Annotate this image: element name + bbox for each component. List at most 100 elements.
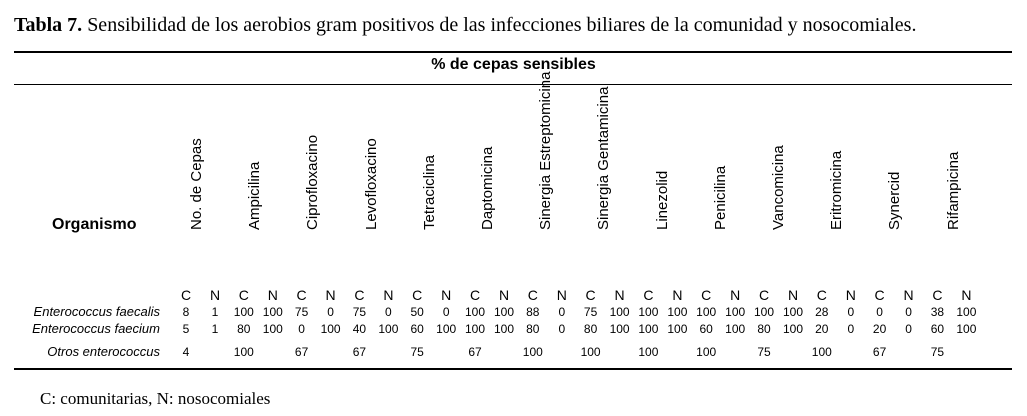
table-cell: 8	[182, 305, 190, 319]
column-header-label: Synercid	[886, 171, 904, 230]
subheader-n: N	[903, 287, 914, 303]
table-cell: 100	[320, 322, 341, 336]
subheader-c: C	[758, 287, 770, 303]
table-cell: 100	[522, 345, 543, 359]
column-header-label: Sinergia Estreptomicina	[537, 71, 555, 230]
table-cell: 1	[211, 305, 219, 319]
subheader-c: C	[180, 287, 192, 303]
bottom-rule	[14, 368, 1012, 370]
table-cell: 100	[782, 305, 804, 319]
column-header-label: Ciprofloxacino	[304, 134, 322, 230]
table-cell: 0	[385, 305, 392, 319]
row-organism-name: Enterococcus faecium	[32, 321, 160, 336]
table-cell: 75	[583, 305, 598, 319]
column-header-label: Linezolid	[653, 170, 671, 230]
subheader-n: N	[383, 287, 394, 303]
top-rule	[14, 51, 1012, 53]
table-cell: 100	[753, 305, 775, 319]
subheader-c: C	[412, 287, 423, 303]
table-cell: 80	[583, 322, 598, 336]
column-header-label: Sinergia Gentamicina	[595, 86, 613, 230]
table-cell: 67	[872, 345, 887, 359]
table-cell: 0	[876, 305, 883, 319]
table-cell: 100	[725, 305, 746, 319]
table-cell: 67	[294, 345, 309, 359]
table-cell: 4	[182, 345, 190, 359]
column-header-label: Vancomicina	[770, 145, 787, 230]
group-header: % de cepas sensibles	[431, 56, 596, 73]
table-cell: 100	[638, 305, 659, 319]
subheader-n: N	[672, 287, 683, 303]
table-cell: 67	[468, 345, 482, 359]
table-cell: 100	[378, 322, 399, 336]
column-header-label: Rifampicina	[944, 151, 962, 230]
table-cell: 88	[526, 305, 540, 319]
table-cell: 100	[696, 345, 717, 359]
table-cell: 0	[847, 322, 855, 336]
row-organism-name: Enterococcus faecalis	[33, 304, 160, 319]
subheader-c: C	[527, 287, 538, 303]
table-cell: 0	[905, 322, 912, 336]
table-cell: 80	[237, 322, 251, 336]
table-cell: 100	[725, 322, 746, 336]
column-header-label: No. de Cepas	[188, 138, 205, 230]
column-header-label: Penicilina	[711, 165, 729, 230]
subheader-c: C	[238, 287, 249, 303]
table-cell: 5	[182, 322, 190, 336]
table-cell: 60	[930, 322, 945, 336]
table-cell: 75	[930, 345, 945, 359]
table-cell: 100	[667, 305, 688, 319]
table-cell: 80	[757, 322, 771, 336]
subheader-c: C	[585, 287, 596, 303]
subheader-n: N	[325, 287, 336, 303]
table-cell: 40	[352, 322, 367, 336]
column-header-label: Eritromicina	[828, 150, 846, 230]
table-cell: 100	[609, 305, 630, 319]
table-cell: 60	[699, 322, 713, 336]
table-cell: 100	[262, 322, 283, 336]
subheader-c: C	[354, 287, 365, 303]
subheader-n: N	[556, 287, 567, 303]
subheader-c: C	[932, 287, 943, 303]
subheader-n: N	[787, 287, 799, 303]
table-cell: 67	[352, 345, 367, 359]
table-cell: 50	[410, 305, 424, 319]
column-header-label: Daptomicina	[479, 146, 496, 230]
table-cell: 100	[436, 322, 457, 336]
table-cell: 0	[298, 322, 305, 336]
table-cell: 0	[847, 305, 855, 319]
table-cell: 100	[464, 305, 486, 319]
table-cell: 0	[558, 322, 566, 336]
table-cell: 0	[327, 305, 334, 319]
subheader-c: C	[469, 287, 481, 303]
table-cell: 75	[352, 305, 367, 319]
column-header-label: Tetraciclina	[420, 154, 438, 230]
column-header-label: Ampicilina	[246, 161, 264, 230]
table-cell: 100	[956, 322, 977, 336]
table-cell: 100	[262, 305, 283, 319]
table-cell: 28	[815, 305, 829, 319]
table-cell: 100	[696, 305, 717, 319]
table-cell: 100	[609, 322, 630, 336]
subheader-c: C	[816, 287, 827, 303]
subheader-n: N	[209, 287, 221, 303]
table-cell: 75	[410, 345, 424, 359]
subheader-c: C	[874, 287, 885, 303]
table-cell: 100	[464, 322, 486, 336]
subheader-n: N	[267, 287, 278, 303]
table-cell: 38	[930, 305, 945, 319]
table-cell: 75	[294, 305, 309, 319]
table-cell: 100	[956, 305, 977, 319]
table-cell: 100	[233, 305, 254, 319]
table-cell: 100	[638, 322, 659, 336]
organism-header: Organismo	[52, 216, 137, 233]
column-header-label: Levofloxacino	[362, 138, 380, 230]
table-cell: 100	[782, 322, 804, 336]
group-rule	[14, 84, 1012, 85]
table-cell: 60	[410, 322, 424, 336]
table-cell: 100	[493, 305, 515, 319]
subheader-n: N	[961, 287, 972, 303]
table-cell: 100	[493, 322, 515, 336]
table-cell: 0	[442, 305, 450, 319]
table-cell: 100	[667, 322, 688, 336]
